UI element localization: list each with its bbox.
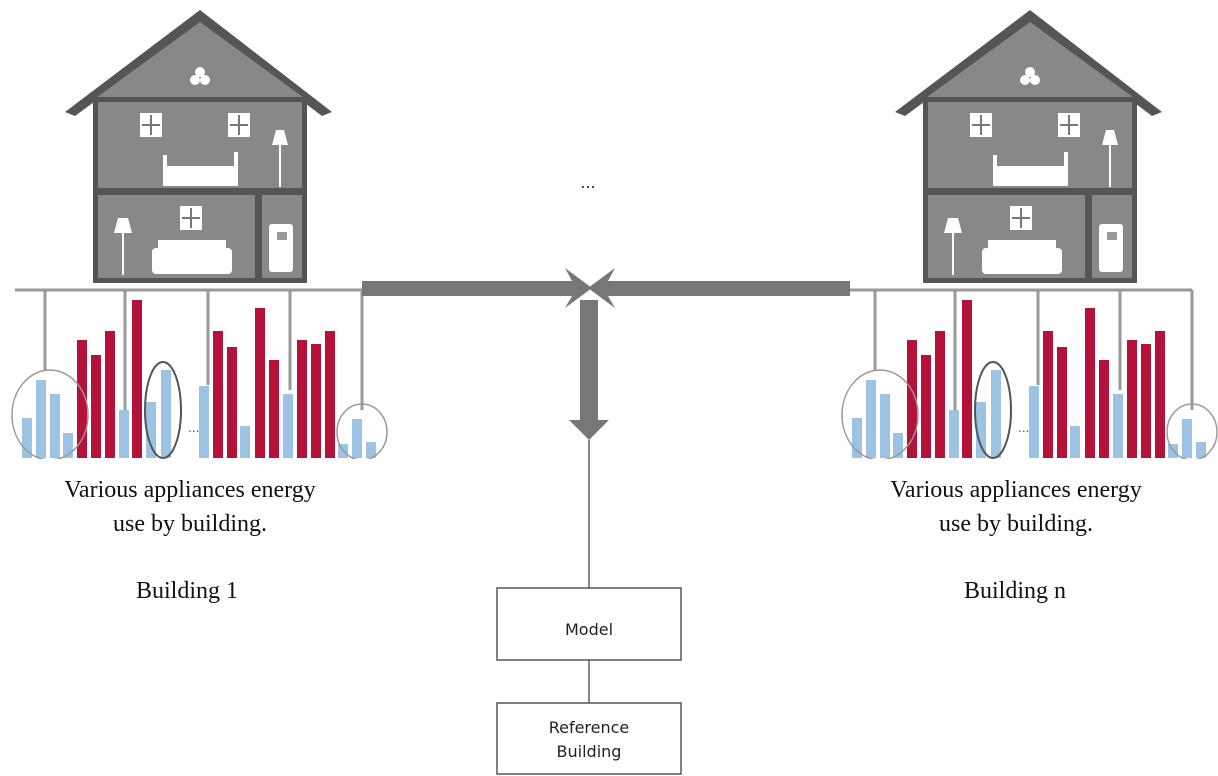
building-label: Building n [964,578,1066,604]
building-label: Building 1 [136,578,238,604]
building-icon [0,8,402,471]
caption: use by building. [939,511,1093,537]
caption: use by building. [113,511,267,537]
model-label: Model [565,620,613,639]
caption: Various appliances energy [890,477,1141,503]
reference-label: Reference [549,718,630,737]
reference-label: Building [557,742,622,761]
arrow [362,268,592,308]
ellipsis: ... [580,173,595,192]
arrow [569,300,609,440]
building-icon [828,8,1218,471]
reference-box [496,702,682,775]
model-box [496,587,682,661]
caption: Various appliances energy [64,477,315,503]
arrow [588,268,850,308]
